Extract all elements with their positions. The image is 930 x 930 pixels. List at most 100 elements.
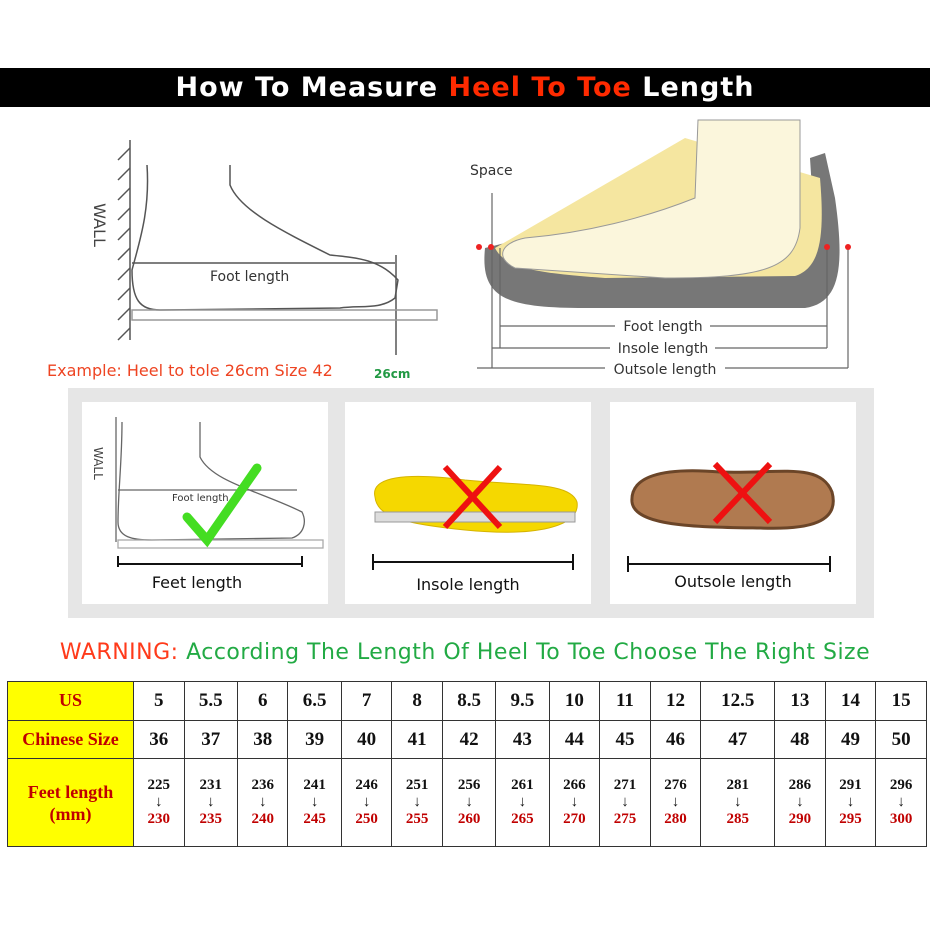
arrow-down-icon: ↓ (570, 794, 579, 811)
table-row-us: US 5 5.5 6 6.5 7 8 8.5 9.5 10 11 12 12.5 13 14 15 (7, 681, 927, 721)
arrow-down-icon: ↓ (671, 794, 680, 811)
feet-from: 296 (889, 777, 913, 794)
feet-to: 295 (839, 811, 862, 828)
feet-from: 281 (726, 777, 749, 794)
feet-to: 260 (457, 811, 481, 828)
chinese-size-cell: 47 (700, 719, 776, 760)
wall-label: WALL (90, 203, 109, 247)
chinese-size-cell: 40 (340, 719, 393, 760)
feet-to: 290 (788, 811, 812, 828)
arrow-down-icon: ↓ (621, 794, 629, 811)
feet-from: 225 (147, 777, 171, 794)
chinese-size-cell: 49 (824, 719, 877, 760)
chinese-size-cell: 41 (391, 719, 443, 760)
feet-length-cell: 241 ↓ 245 (287, 758, 342, 847)
feet-length-cell: 231 ↓ 235 (183, 758, 238, 847)
us-size-cell: 13 (774, 681, 826, 721)
feet-length-cell: 296 ↓ 300 (875, 758, 927, 847)
feet-from: 256 (457, 777, 481, 794)
foot-length-small: Foot length (172, 493, 229, 504)
us-size-cell: 14 (824, 681, 877, 721)
feet-from: 231 (199, 777, 222, 794)
cross-icon (442, 464, 503, 530)
arrow-down-icon: ↓ (733, 794, 742, 811)
feet-from: 236 (251, 777, 274, 794)
foot-length-label-right: Foot length (623, 319, 702, 335)
feet-to: 300 (889, 811, 913, 828)
feet-length-cell: 266 ↓ 270 (548, 758, 601, 847)
chinese-size-cell: 36 (133, 719, 185, 760)
arrow-down-icon: ↓ (413, 794, 421, 811)
warning-line: WARNING: According The Length Of Heel To… (0, 640, 930, 665)
arrow-down-icon: ↓ (155, 794, 163, 811)
us-size-cell: 9.5 (495, 681, 550, 721)
chinese-size-cell: 42 (441, 719, 497, 760)
us-size-cell: 12.5 (700, 681, 776, 721)
feet-length-cell: 236 ↓ 240 (236, 758, 289, 847)
insole-length-label: Insole length (618, 341, 708, 357)
feet-to: 235 (199, 811, 222, 828)
us-size-cell: 8.5 (441, 681, 497, 721)
feet-from: 251 (405, 777, 429, 794)
arrow-down-icon: ↓ (897, 794, 905, 811)
chinese-size-cell: 48 (774, 719, 826, 760)
feet-to: 255 (405, 811, 429, 828)
chinese-size-cell: 45 (599, 719, 651, 760)
feet-illustration: WALL Foot length (91, 417, 324, 572)
us-size-cell: 15 (875, 681, 927, 721)
feet-from: 266 (563, 777, 586, 794)
foot-measure-diagram: WALL Foot length (90, 140, 438, 355)
insole-length-caption: Insole length (416, 575, 520, 594)
header-feet-length: Feet length (mm) (7, 758, 134, 847)
insole-illustration (372, 464, 578, 570)
feet-from: 271 (613, 777, 637, 794)
title-banner: How To Measure Heel To Toe Length (0, 68, 930, 107)
feet-length-cell: 251 ↓ 255 (391, 758, 443, 847)
chinese-size-cell: 50 (875, 719, 927, 760)
warning-label: WARNING: (59, 640, 179, 665)
feet-to: 230 (147, 811, 171, 828)
chinese-size-cell: 37 (183, 719, 238, 760)
feet-length-cell: 256 ↓ 260 (441, 758, 497, 847)
feet-to: 280 (664, 811, 687, 828)
header-chinese-size: Chinese Size (7, 719, 134, 760)
title-suffix: Length (631, 72, 755, 103)
chinese-size-cell: 46 (649, 719, 702, 760)
wall-label-small: WALL (91, 447, 105, 480)
feet-length-cell: 276 ↓ 280 (649, 758, 702, 847)
wall-hatch (117, 147, 131, 341)
us-size-cell: 12 (649, 681, 702, 721)
feet-to: 285 (726, 811, 749, 828)
title-highlight: Heel To Toe (448, 72, 632, 103)
method-card-feet: WALL Foot length Feet length (82, 402, 328, 604)
check-icon (182, 463, 262, 548)
us-size-cell: 8 (391, 681, 443, 721)
feet-length-cell: 286 ↓ 290 (774, 758, 826, 847)
feet-length-caption: Feet length (151, 573, 243, 592)
example-text: Example: Heel to tole 26cm Size 42 (47, 361, 333, 380)
chinese-size-cell: 43 (495, 719, 550, 760)
feet-from: 276 (664, 777, 687, 794)
size-chart-table: US 5 5.5 6 6.5 7 8 8.5 9.5 10 11 12 12.5 13 14 15 Chine… (7, 681, 927, 847)
foot-length-label: Foot length (210, 269, 289, 285)
feet-length-cell: 291 ↓ 295 (824, 758, 877, 847)
arrow-down-icon: ↓ (465, 794, 473, 811)
arrow-down-icon: ↓ (258, 794, 267, 811)
method-card-outsole: Outsole length (610, 402, 856, 604)
arrow-down-icon: ↓ (310, 794, 319, 811)
feet-from: 291 (839, 777, 862, 794)
feet-to: 245 (303, 811, 326, 828)
us-size-cell: 10 (548, 681, 601, 721)
arrow-down-icon: ↓ (796, 794, 804, 811)
us-size-cell: 6.5 (287, 681, 342, 721)
outsole-length-caption: Outsole length (674, 572, 792, 591)
foot-outline (131, 164, 399, 311)
feet-from: 246 (355, 777, 378, 794)
feet-to: 240 (251, 811, 274, 828)
warning-text: According The Length Of Heel To Toe Choo… (186, 640, 871, 665)
us-size-cell: 5 (133, 681, 185, 721)
arrow-down-icon: ↓ (362, 794, 371, 811)
feet-from: 241 (303, 777, 326, 794)
table-row-feet: Feet length (mm) 225 ↓ 230 231 ↓ 235 236 ↓ 240 241… (7, 758, 927, 847)
feet-to: 275 (613, 811, 637, 828)
